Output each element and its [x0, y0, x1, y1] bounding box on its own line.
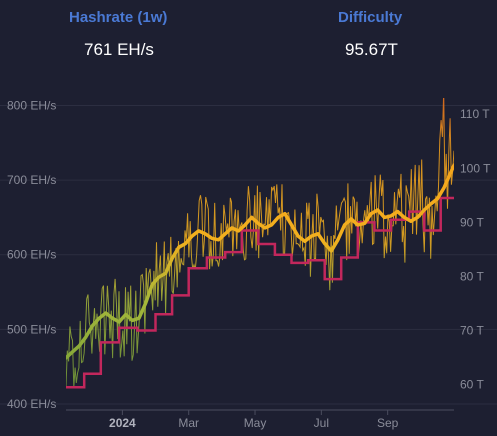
y-left-tick-label: 600 EH/s: [7, 248, 56, 262]
x-tick-label: May: [244, 416, 267, 430]
grid-lines: [0, 104, 497, 405]
y-right-tick-label: 110 T: [460, 107, 490, 121]
y-left-tick-label: 800 EH/s: [7, 98, 56, 112]
y-right-tick-label: 100 T: [460, 161, 491, 175]
y-left-tick-label: 500 EH/s: [7, 322, 56, 336]
difficulty-label: Difficulty: [338, 9, 403, 26]
difficulty-step-line: [66, 196, 454, 389]
hashrate-value: 761 EH/s: [84, 40, 154, 59]
x-tick-label: 2024: [109, 416, 136, 430]
hashrate-daily-noise: [66, 98, 454, 388]
y-right-tick-label: 90 T: [460, 215, 484, 229]
y-right-tick-label: 60 T: [460, 378, 484, 392]
hashrate-label: Hashrate (1w): [69, 9, 168, 26]
hashrate-daily-line: [66, 98, 454, 388]
hashrate-average-line: [66, 163, 454, 360]
y-right-tick-label: 80 T: [460, 269, 484, 283]
y-left-tick-label: 400 EH/s: [7, 397, 56, 411]
x-tick-label: Mar: [178, 416, 199, 430]
x-tick-label: Sep: [377, 416, 399, 430]
difficulty-value: 95.67T: [345, 40, 398, 59]
y-left-tick-label: 700 EH/s: [7, 173, 56, 187]
y-right-tick-label: 70 T: [460, 324, 484, 338]
x-tick-label: Jul: [314, 416, 329, 430]
